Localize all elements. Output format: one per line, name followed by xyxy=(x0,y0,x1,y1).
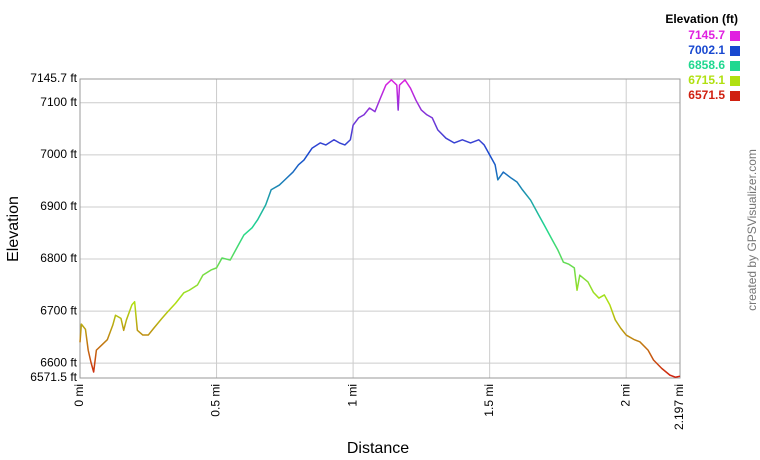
legend-label: 6858.6 xyxy=(688,58,725,72)
legend-swatch xyxy=(730,61,740,71)
elevation-line xyxy=(79,79,681,378)
legend-label: 7002.1 xyxy=(688,43,725,57)
x-tick-label: 1 mi xyxy=(345,384,359,407)
legend-label: 6571.5 xyxy=(688,88,725,102)
x-tick-label: 0.5 mi xyxy=(209,384,223,417)
plot-frame xyxy=(79,78,681,379)
x-tick-label: 2 mi xyxy=(618,384,632,407)
y-tick-label: 6700 ft xyxy=(40,303,77,317)
legend-swatch xyxy=(730,31,740,41)
y-tick-label: 6800 ft xyxy=(40,251,77,265)
y-tick-label: 7000 ft xyxy=(40,147,77,161)
x-tick-label: 2.197 mi xyxy=(672,384,686,430)
y-tick-label: 6571.5 ft xyxy=(30,370,77,384)
y-tick-label: 6600 ft xyxy=(40,355,77,369)
x-axis-title: Distance xyxy=(347,440,409,457)
legend-label: 7145.7 xyxy=(688,28,725,42)
legend-title: Elevation (ft) xyxy=(665,12,738,26)
y-tick-label: 7145.7 ft xyxy=(30,71,77,85)
legend-swatch xyxy=(730,46,740,56)
y-tick-label: 7100 ft xyxy=(40,95,77,109)
x-tick-label: 1.5 mi xyxy=(482,384,496,417)
y-axis-title: Elevation xyxy=(5,196,22,262)
y-tick-label: 6900 ft xyxy=(40,199,77,213)
legend-swatch xyxy=(730,91,740,101)
x-tick-label: 0 mi xyxy=(72,384,86,407)
legend-swatch xyxy=(730,76,740,86)
credit: created by GPSVisualizer.com xyxy=(745,149,759,311)
legend-label: 6715.1 xyxy=(688,73,725,87)
